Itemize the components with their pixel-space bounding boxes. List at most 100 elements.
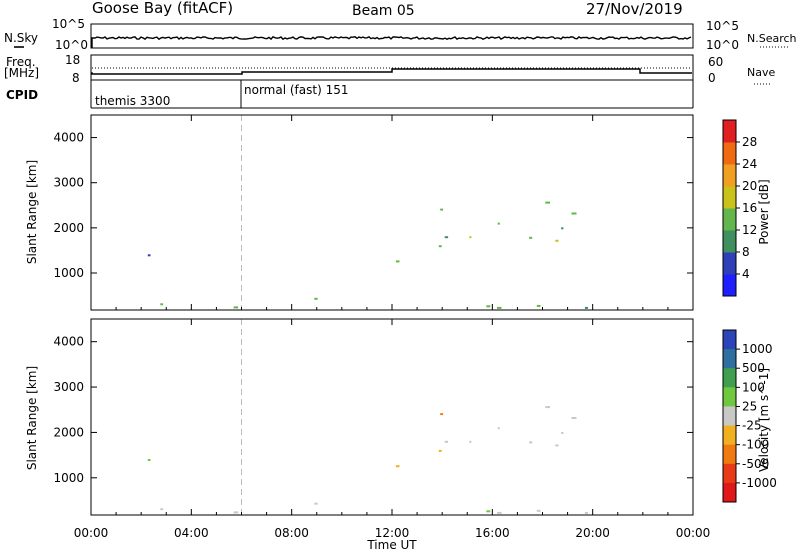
power-cell bbox=[571, 212, 577, 215]
power-cell bbox=[561, 227, 564, 230]
x-tick-label: 20:00 bbox=[575, 526, 610, 540]
colorbar-swatch bbox=[723, 463, 736, 484]
power-panel: Slant Range [km] 1000 2000 3000 4000 4 8 12 16… bbox=[25, 114, 771, 311]
power-cell bbox=[555, 239, 559, 242]
colorbar-tick-label: -25 bbox=[742, 419, 762, 433]
colorbar-tick-label: 24 bbox=[742, 157, 757, 171]
sky-left-label: N.Sky bbox=[4, 31, 38, 45]
velocity-cell bbox=[584, 511, 588, 514]
colorbar-tick-label: -500 bbox=[742, 457, 769, 471]
colorbar-tick-label: 4 bbox=[742, 267, 750, 281]
colorbar-tick-label: 20 bbox=[742, 179, 757, 193]
colorbar-swatch bbox=[723, 444, 736, 465]
power-cell bbox=[233, 306, 239, 309]
power-cell bbox=[545, 201, 550, 204]
velocity-cell bbox=[395, 465, 400, 468]
power-colorbar: 4 8 12 16 20 24 28 bbox=[722, 119, 757, 297]
y-tick-label: 2000 bbox=[53, 221, 84, 235]
cpid-panel: CPID themis 3300 normal (fast) 151 bbox=[6, 80, 694, 109]
colorbar-swatch bbox=[723, 164, 736, 187]
power-cell bbox=[395, 260, 400, 263]
y-tick-label: 1000 bbox=[53, 266, 84, 280]
velocity-cell bbox=[536, 509, 541, 512]
velocity-y-ticks: 1000 2000 3000 4000 bbox=[53, 335, 693, 485]
cpid-program-2: normal (fast) 151 bbox=[244, 83, 348, 97]
nave-label: Nave bbox=[747, 66, 775, 79]
power-cell bbox=[536, 304, 541, 307]
colorbar-swatch bbox=[723, 208, 736, 231]
y-tick-label: 3000 bbox=[53, 380, 84, 394]
velocity-colorbar-label: Velocity [m s^-1] bbox=[757, 368, 771, 472]
sky-right-tick-top: 10^5 bbox=[706, 19, 739, 33]
colorbar-tick-label: 28 bbox=[742, 135, 757, 149]
y-tick-label: 2000 bbox=[53, 425, 84, 439]
frequency-trace bbox=[91, 68, 692, 75]
power-cell bbox=[486, 305, 491, 308]
x-tick-label: 16:00 bbox=[475, 526, 510, 540]
x-tick-label: 12:00 bbox=[375, 526, 410, 540]
colorbar-swatch bbox=[723, 120, 736, 143]
colorbar-swatch bbox=[723, 406, 736, 427]
colorbar-tick-label: 12 bbox=[742, 223, 757, 237]
velocity-cell bbox=[561, 431, 564, 434]
velocity-cell bbox=[497, 427, 500, 430]
power-cell bbox=[584, 306, 588, 309]
colorbar-swatch bbox=[723, 368, 736, 388]
velocity-cell bbox=[233, 511, 239, 514]
velocity-cell bbox=[440, 413, 444, 416]
y-tick-label: 4000 bbox=[53, 335, 84, 349]
colorbar-swatch bbox=[723, 142, 736, 165]
power-cell bbox=[160, 303, 164, 306]
colorbar-swatch bbox=[723, 330, 736, 350]
colorbar-tick-label: 8 bbox=[742, 245, 750, 259]
power-cell bbox=[497, 306, 502, 309]
colorbar-tick-label: 16 bbox=[742, 201, 757, 215]
velocity-cell bbox=[545, 406, 550, 409]
velocity-heatmap bbox=[147, 319, 588, 515]
sky-panel: N.Sky 10^5 10^0 10^5 10^0 N.Search bbox=[4, 17, 797, 52]
power-cell bbox=[314, 297, 318, 300]
freq-label: Freq. bbox=[6, 55, 36, 69]
power-cell bbox=[440, 208, 444, 211]
power-cell bbox=[147, 254, 151, 257]
colorbar-swatch bbox=[723, 482, 736, 503]
x-axis-label: Time UT bbox=[366, 538, 417, 552]
power-cell bbox=[469, 236, 472, 239]
sky-right-label: N.Search bbox=[747, 32, 797, 45]
colorbar-tick-label: 1000 bbox=[742, 342, 773, 356]
power-cell bbox=[444, 236, 449, 239]
colorbar-swatch bbox=[723, 425, 736, 446]
colorbar-tick-label: -1000 bbox=[742, 476, 777, 490]
y-tick-label: 1000 bbox=[53, 471, 84, 485]
velocity-cell bbox=[497, 511, 502, 514]
colorbar-swatch bbox=[723, 349, 736, 369]
velocity-cell bbox=[444, 440, 449, 443]
freq-tick-bottom: 8 bbox=[72, 71, 80, 85]
colorbar-swatch bbox=[723, 186, 736, 209]
nave-tick-top: 60 bbox=[708, 55, 723, 69]
x-tick-label: 00:00 bbox=[74, 526, 109, 540]
x-tick-label: 08:00 bbox=[274, 526, 309, 540]
sky-left-tick-top: 10^5 bbox=[52, 17, 85, 31]
colorbar-swatch bbox=[723, 387, 736, 407]
velocity-cell bbox=[469, 440, 472, 443]
power-ylabel: Slant Range [km] bbox=[25, 160, 39, 264]
power-cell bbox=[438, 245, 442, 248]
colorbar-swatch bbox=[723, 274, 736, 297]
y-tick-label: 3000 bbox=[53, 176, 84, 190]
nave-tick-bottom: 0 bbox=[708, 71, 716, 85]
velocity-cell bbox=[147, 459, 151, 461]
velocity-colorbar: 1000 500 100 25 -25 -100 -500 -1000 bbox=[722, 329, 777, 503]
x-tick-label: 00:00 bbox=[676, 526, 711, 540]
cpid-label: CPID bbox=[6, 88, 38, 102]
x-axis-ticks: 00:00 04:00 08:00 12:00 16:00 20:00 00:00 bbox=[74, 115, 711, 540]
velocity-cell bbox=[160, 508, 164, 511]
power-cell bbox=[529, 236, 533, 239]
freq-tick-top: 18 bbox=[65, 53, 80, 67]
beam-title: Beam 05 bbox=[352, 3, 415, 19]
velocity-cell bbox=[571, 417, 577, 419]
velocity-cell bbox=[486, 510, 491, 513]
colorbar-tick-label: 25 bbox=[742, 399, 757, 413]
velocity-ylabel: Slant Range [km] bbox=[25, 366, 39, 470]
colorbar-tick-label: 500 bbox=[742, 361, 765, 375]
